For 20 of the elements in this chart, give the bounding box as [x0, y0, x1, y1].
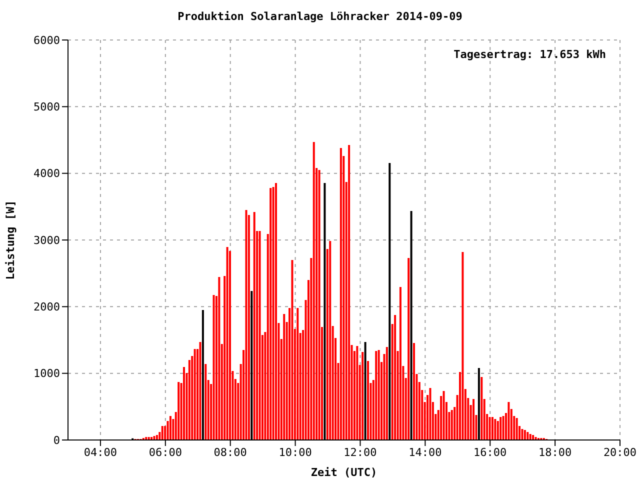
- x-tick-label: 16:00: [474, 446, 507, 459]
- y-tick-label: 6000: [34, 34, 60, 47]
- y-tick-label: 4000: [34, 167, 60, 180]
- x-tick-label: 06:00: [148, 446, 182, 459]
- y-tick-label: 0: [53, 434, 60, 447]
- x-tick-label: 14:00: [408, 446, 442, 459]
- x-tick-label: 18:00: [538, 446, 572, 459]
- x-tick-label: 20:00: [603, 446, 637, 459]
- annotation: Tagesertrag: 17.653 kWh: [454, 48, 606, 61]
- y-tick-label: 2000: [34, 300, 60, 314]
- x-tick-label: 12:00: [344, 446, 377, 459]
- x-tick-label: 10:00: [278, 446, 312, 459]
- y-tick-label: 1000: [34, 367, 60, 380]
- y-tick-label: 5000: [34, 100, 60, 114]
- x-tick-label: 04:00: [84, 446, 118, 459]
- x-tick-label: 08:00: [214, 446, 247, 459]
- y-axis-title: Leistung [W]: [4, 200, 17, 280]
- chart-title: Produktion Solaranlage Löhracker 2014-09-09: [176, 10, 464, 23]
- x-axis-title: Zeit (UTC): [310, 466, 378, 479]
- y-tick-label: 3000: [34, 234, 60, 247]
